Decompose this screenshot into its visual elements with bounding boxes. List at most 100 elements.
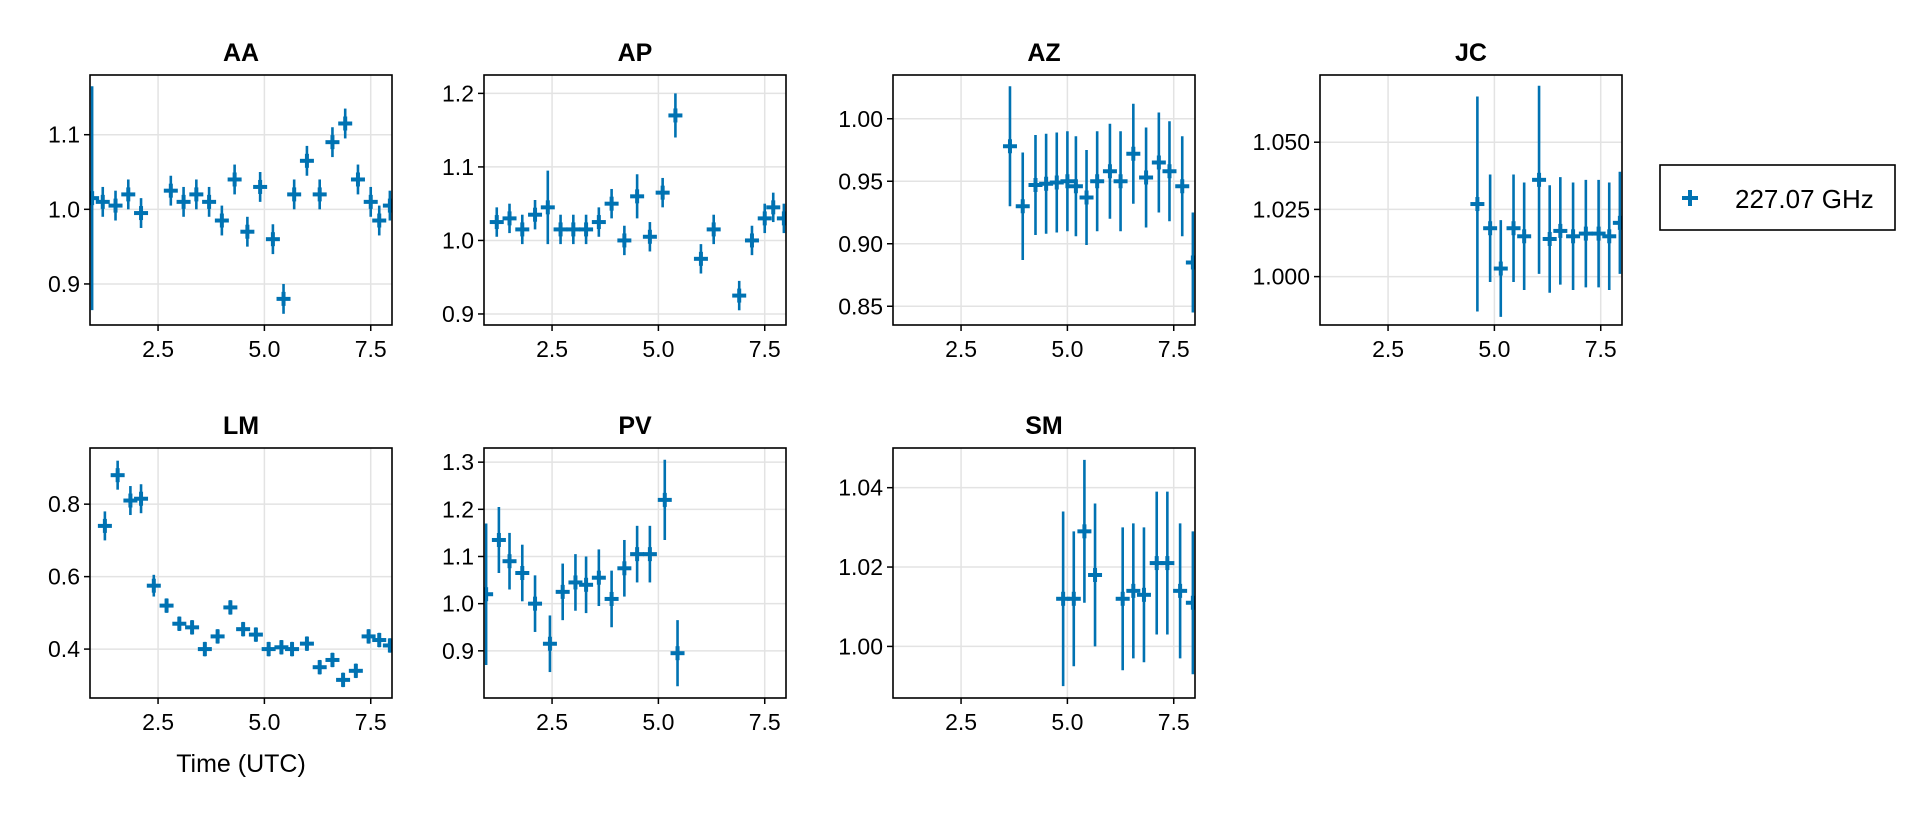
data-point xyxy=(670,646,685,661)
x-tick-label: 2.5 xyxy=(945,709,977,735)
panel-pv: 2.5 5.0 7.5 0.9 1.0 1.1 1.2 1.3 PV xyxy=(442,412,787,735)
data-point xyxy=(312,660,327,675)
data-point xyxy=(1542,231,1557,246)
data-point xyxy=(1591,226,1606,241)
y-tick-label: 1.050 xyxy=(1252,129,1310,155)
panel-jc: 2.5 5.0 7.5 1.000 1.025 1.050 JC xyxy=(1252,39,1623,362)
data-point xyxy=(134,206,149,221)
y-tick-label: 1.1 xyxy=(48,122,80,148)
y-tick-label: 1.04 xyxy=(838,475,883,501)
data-point xyxy=(630,547,645,562)
data-point xyxy=(1175,179,1190,194)
data-point xyxy=(382,638,392,653)
data-point xyxy=(528,596,543,611)
data-point xyxy=(197,642,212,657)
data-point xyxy=(776,211,786,226)
data-point xyxy=(732,288,747,303)
y-tick-label: 0.90 xyxy=(838,231,883,257)
data-point xyxy=(1066,591,1081,606)
legend-marker-cross xyxy=(1682,190,1698,206)
data-point xyxy=(1483,221,1498,236)
data-point xyxy=(214,213,229,228)
panel-title: LM xyxy=(223,412,259,440)
data-point xyxy=(568,575,583,590)
x-tick-label: 2.5 xyxy=(1372,336,1404,362)
data-point xyxy=(617,561,632,576)
data-point xyxy=(1185,255,1195,270)
y-tick-label: 0.4 xyxy=(48,636,80,662)
x-tick-label: 7.5 xyxy=(355,709,387,735)
x-tick-label: 5.0 xyxy=(642,709,674,735)
data-points xyxy=(484,459,685,687)
data-point xyxy=(579,222,594,237)
data-point xyxy=(484,587,494,602)
y-tick-label: 1.00 xyxy=(838,633,883,659)
data-point xyxy=(1493,261,1508,276)
x-tick-label: 5.0 xyxy=(1051,709,1083,735)
x-axis-label: Time (UTC) xyxy=(176,750,306,778)
data-point xyxy=(202,194,217,209)
data-point xyxy=(350,172,365,187)
data-point xyxy=(1126,583,1141,598)
data-point xyxy=(227,172,242,187)
data-point xyxy=(361,629,376,644)
data-point xyxy=(108,198,123,213)
data-point xyxy=(1015,199,1030,214)
x-tick-label: 7.5 xyxy=(749,336,781,362)
y-tick-label: 0.85 xyxy=(838,293,883,319)
data-point xyxy=(185,620,200,635)
data-point xyxy=(591,215,606,230)
data-point xyxy=(766,200,781,215)
data-point xyxy=(248,627,263,642)
data-point xyxy=(566,222,581,237)
x-tick-label: 7.5 xyxy=(355,336,387,362)
data-point xyxy=(240,224,255,239)
data-point xyxy=(325,135,340,150)
data-point xyxy=(1090,174,1105,189)
data-point xyxy=(515,222,530,237)
plot-frame xyxy=(483,447,787,699)
x-tick-label: 7.5 xyxy=(1158,336,1190,362)
data-point xyxy=(1162,164,1177,179)
data-point xyxy=(159,598,174,613)
data-point xyxy=(312,187,327,202)
y-tick-label: 1.1 xyxy=(442,154,474,180)
data-point xyxy=(515,566,530,580)
data-points xyxy=(489,93,786,311)
data-point xyxy=(1002,139,1017,154)
plot-frame xyxy=(483,74,787,326)
data-point xyxy=(1151,155,1166,170)
y-tick-label: 1.0 xyxy=(442,591,474,617)
data-point xyxy=(502,211,517,226)
data-point xyxy=(1136,587,1151,602)
data-point xyxy=(540,200,555,215)
data-point xyxy=(276,291,291,306)
legend: 227.07 GHz xyxy=(1659,164,1896,231)
data-point xyxy=(236,622,251,637)
data-points xyxy=(90,86,392,314)
data-point xyxy=(382,198,392,213)
panel-title: AZ xyxy=(1027,39,1060,67)
y-tick-label: 1.0 xyxy=(442,227,474,253)
data-point xyxy=(253,179,268,194)
data-point xyxy=(489,215,504,230)
data-point xyxy=(491,532,506,547)
data-point xyxy=(757,211,772,226)
y-tick-label: 0.95 xyxy=(838,168,883,194)
y-tick-label: 0.9 xyxy=(442,638,474,664)
data-point xyxy=(325,652,340,667)
data-point xyxy=(555,584,570,599)
data-point xyxy=(223,600,238,615)
data-point xyxy=(1102,164,1117,179)
data-point xyxy=(1553,223,1568,238)
legend-label: 227.07 GHz xyxy=(1735,184,1874,214)
panel-title: AP xyxy=(618,39,653,67)
data-point xyxy=(1060,174,1075,189)
data-point xyxy=(338,116,353,131)
data-point xyxy=(604,196,619,211)
data-point xyxy=(553,222,568,237)
data-point xyxy=(1532,172,1547,187)
data-point xyxy=(1139,170,1154,185)
data-points xyxy=(1002,86,1195,313)
